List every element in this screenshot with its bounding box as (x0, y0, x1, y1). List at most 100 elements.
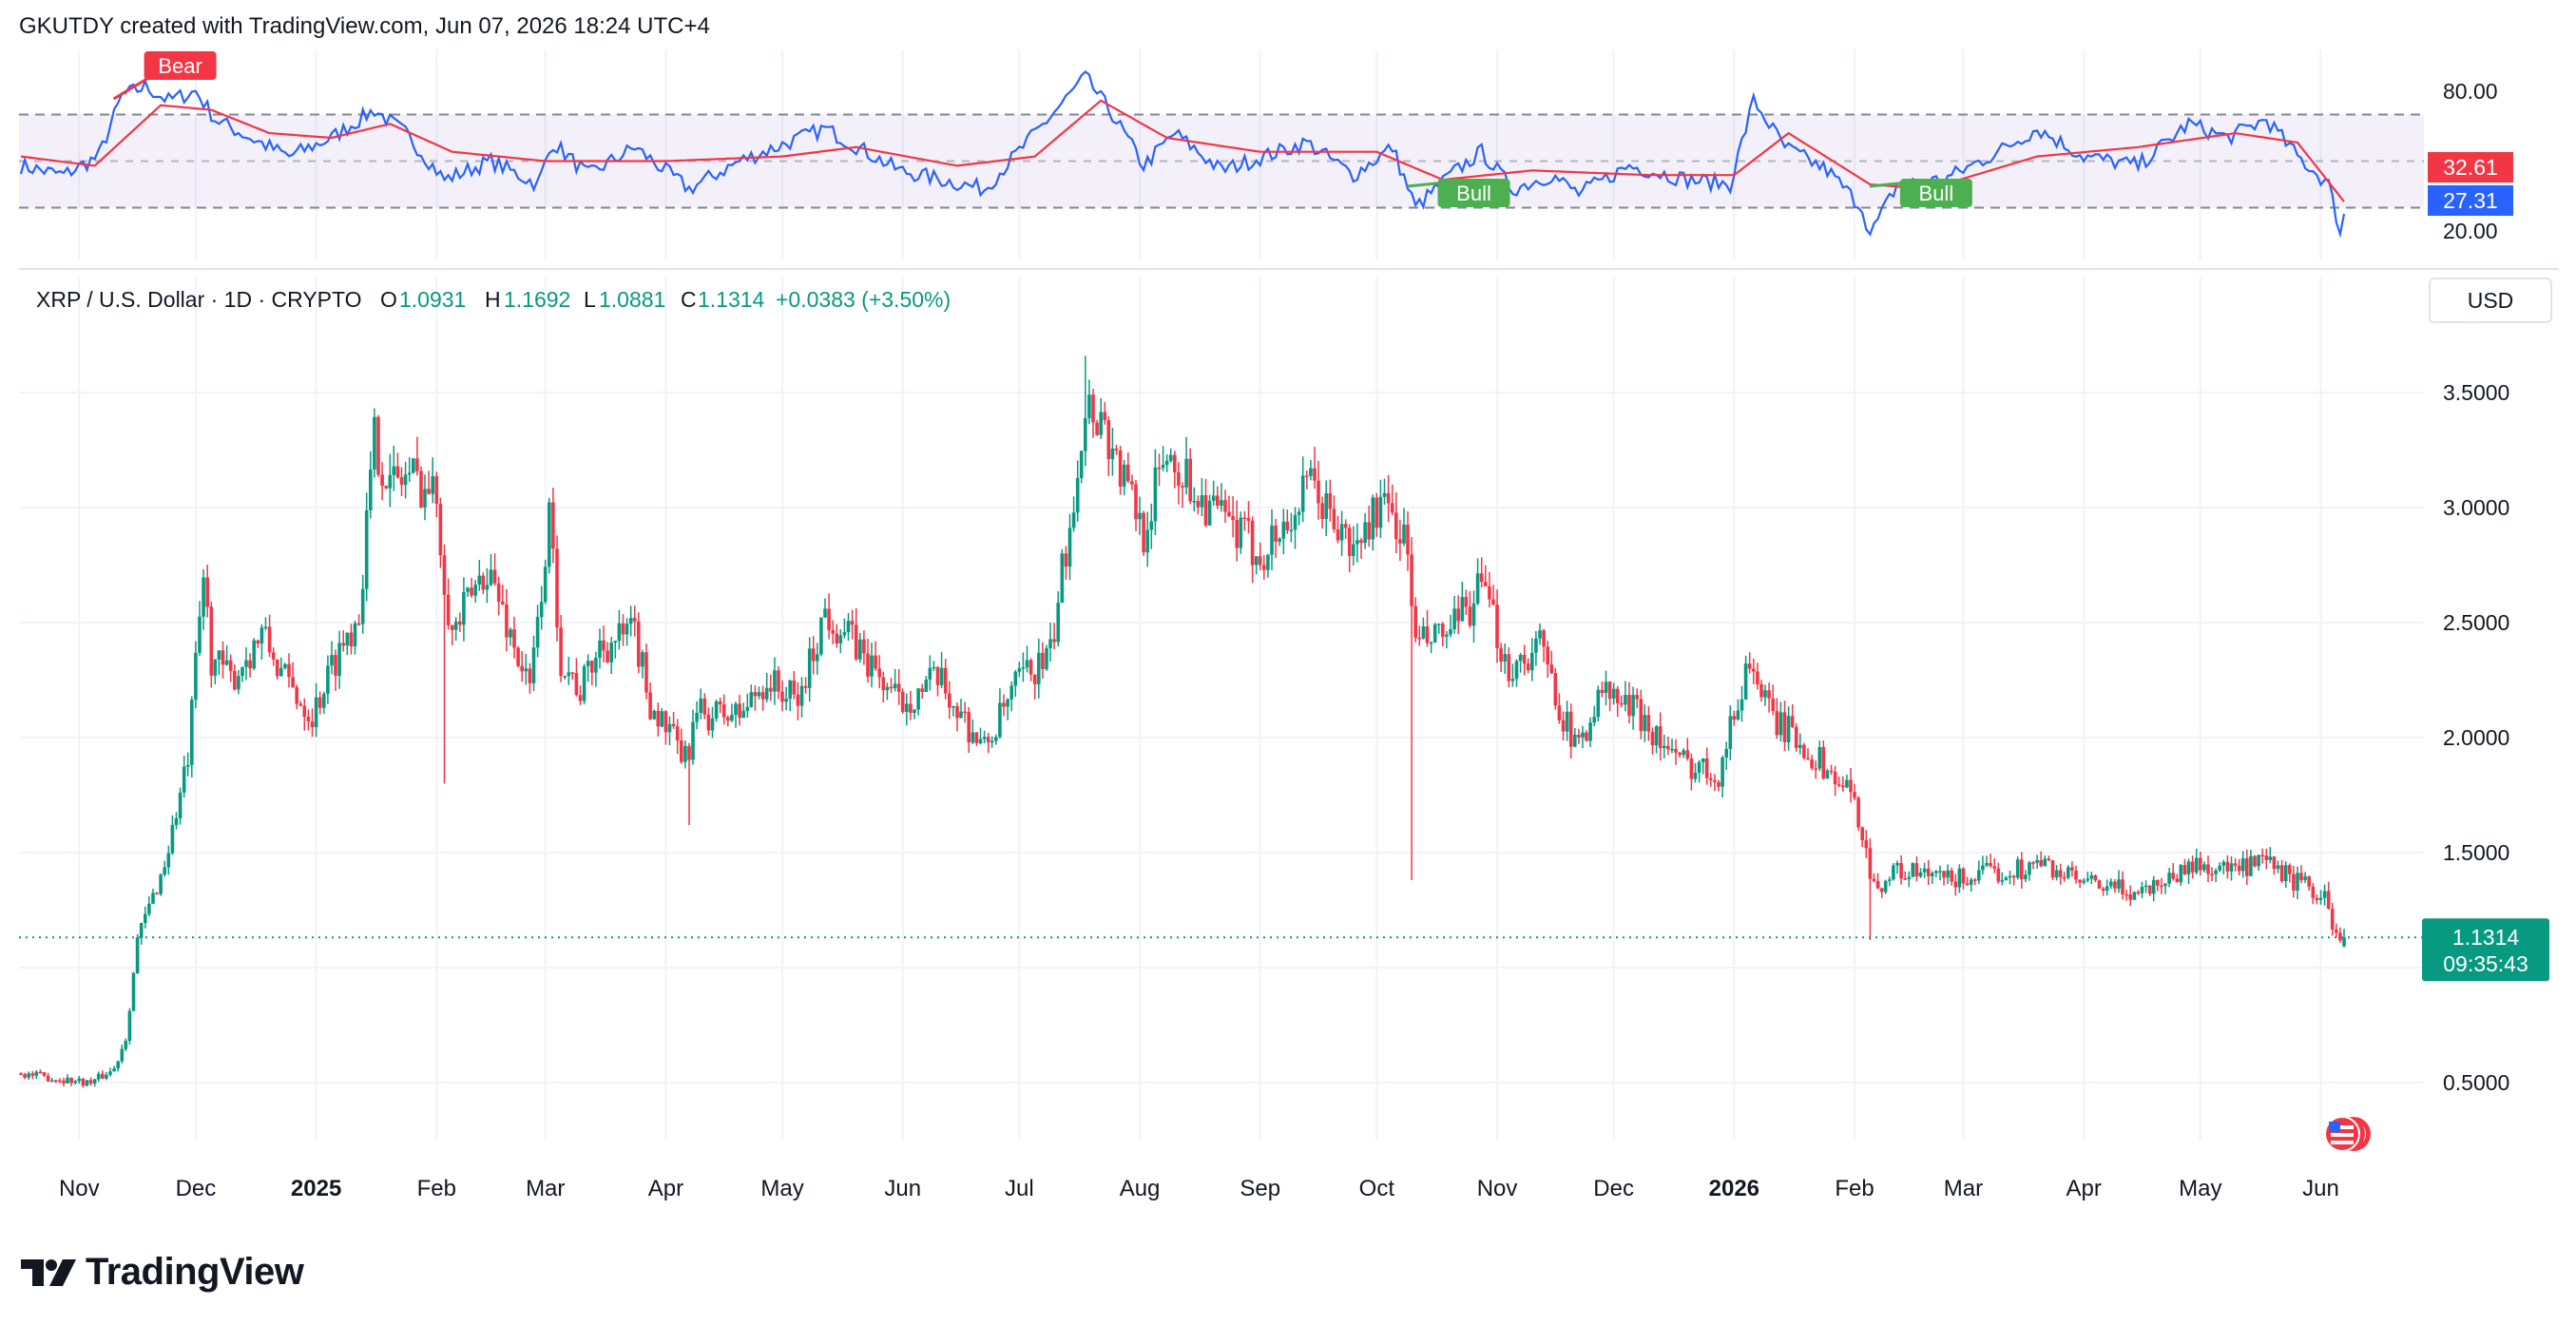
candle-body (1806, 758, 1810, 759)
candle-body (2043, 858, 2047, 867)
candle-body (1903, 878, 1907, 880)
candles[interactable] (19, 355, 2346, 1088)
candle-body (1713, 779, 1717, 782)
bull-signal-badge[interactable] (1437, 179, 1510, 207)
candle-body (2330, 909, 2335, 930)
candle-body (967, 712, 971, 743)
candle-body (524, 668, 529, 672)
candle-body (1782, 712, 1787, 742)
candle-body (345, 632, 350, 646)
candle-body (1339, 524, 1344, 541)
rsi-value: 27.31 (2443, 188, 2498, 213)
bull-signal-badge[interactable] (1899, 179, 1972, 207)
candle-body (1879, 888, 1884, 893)
candle-body (1216, 495, 1220, 507)
candle-body (660, 711, 664, 727)
candle-body (1192, 501, 1197, 503)
candle-body (1577, 735, 1581, 738)
candle-body (1864, 840, 1869, 849)
tradingview-logo[interactable]: TradingView (21, 1251, 304, 1294)
time-axis-label: Jul (1005, 1176, 1034, 1201)
candle-body (1017, 668, 1022, 672)
time-axis-label: Apr (648, 1176, 683, 1201)
candle-body (1460, 597, 1465, 622)
candle-body (528, 668, 532, 683)
currency-button[interactable]: USD (2429, 278, 2552, 323)
candle-body (2167, 873, 2171, 884)
candle-body (174, 818, 179, 825)
current-price-badge[interactable] (2422, 918, 2549, 982)
candle-body (2047, 858, 2051, 860)
candle-body (1534, 638, 1538, 653)
candle-body (466, 587, 470, 592)
candle-body (637, 621, 641, 667)
candle-body (680, 740, 683, 762)
candle-body (2315, 897, 2319, 900)
flag-icon[interactable] (2324, 1116, 2371, 1152)
candle-body (1926, 868, 1931, 876)
candle-body (233, 670, 237, 690)
candle-body (431, 476, 434, 494)
time-axis[interactable]: Nov Dec 2025 Feb Mar Apr May Jun Jul Aug Sep Oct Nov… (59, 1176, 2339, 1201)
candle-body (1888, 879, 1892, 881)
candle-body (535, 617, 540, 648)
candle-body (2008, 875, 2012, 878)
candle-body (1689, 759, 1694, 779)
candle-body (228, 660, 233, 671)
price-pane[interactable]: 3.5000 3.0000 2.5000 2.0000 1.5000 0.5000 1.13… (19, 278, 2549, 1141)
candle-body (1293, 514, 1298, 530)
candle-body (434, 476, 439, 505)
candle-body (563, 676, 567, 678)
candle-body (298, 703, 303, 706)
candle-body (1021, 667, 1026, 669)
time-axis-label: Mar (526, 1176, 565, 1201)
candle-body (710, 718, 715, 731)
candle-body (994, 737, 998, 741)
candle-body (2186, 861, 2191, 874)
candle-body (1899, 862, 1903, 879)
symbol-legend[interactable]: XRP / U.S. Dollar · 1D · CRYPTO O 1.0931… (36, 287, 951, 312)
candle-body (2124, 893, 2128, 896)
candle-body (46, 1075, 50, 1082)
bear-signal-badge[interactable] (144, 51, 217, 80)
rsi-pane[interactable]: 80.00 20.00 Bear Bull Bull 32.61 27.31 (19, 49, 2513, 260)
candle-body (1946, 870, 1950, 878)
time-axis-label: 2025 (291, 1176, 341, 1201)
candle-body (959, 711, 963, 719)
rsi-axis-label: 20.00 (2443, 219, 2498, 243)
candle-body (621, 623, 625, 635)
candle-body (807, 648, 812, 688)
candle-body (866, 653, 870, 677)
candle-body (667, 723, 672, 733)
candle-body (1452, 608, 1456, 629)
candle-body (1071, 512, 1076, 528)
candle-body (1981, 865, 1985, 871)
candle-body (1728, 716, 1733, 749)
candle-body (803, 685, 808, 688)
candle-body (2338, 932, 2342, 941)
candle-body (796, 694, 800, 706)
candle-body (913, 709, 916, 713)
candle-body (2299, 873, 2303, 880)
candle-body (1911, 863, 1915, 877)
candle-body (1378, 496, 1383, 528)
candle-body (543, 566, 548, 603)
candle-body (1281, 521, 1286, 539)
candle-body (341, 643, 345, 646)
candle-body (2136, 892, 2141, 894)
candle-body (42, 1072, 47, 1076)
candle-body (248, 660, 252, 669)
candle-body (1938, 871, 1942, 873)
candle-body (1336, 528, 1340, 541)
candle-body (1790, 716, 1795, 727)
candle-body (54, 1080, 58, 1082)
candle-body (2070, 867, 2074, 871)
candle-body (1421, 626, 1426, 639)
candle-body (606, 650, 609, 662)
candle-body (120, 1048, 125, 1062)
candle-body (1441, 624, 1445, 637)
candle-body (2151, 879, 2156, 894)
candle-body (1604, 682, 1608, 693)
candle-body (139, 923, 144, 938)
